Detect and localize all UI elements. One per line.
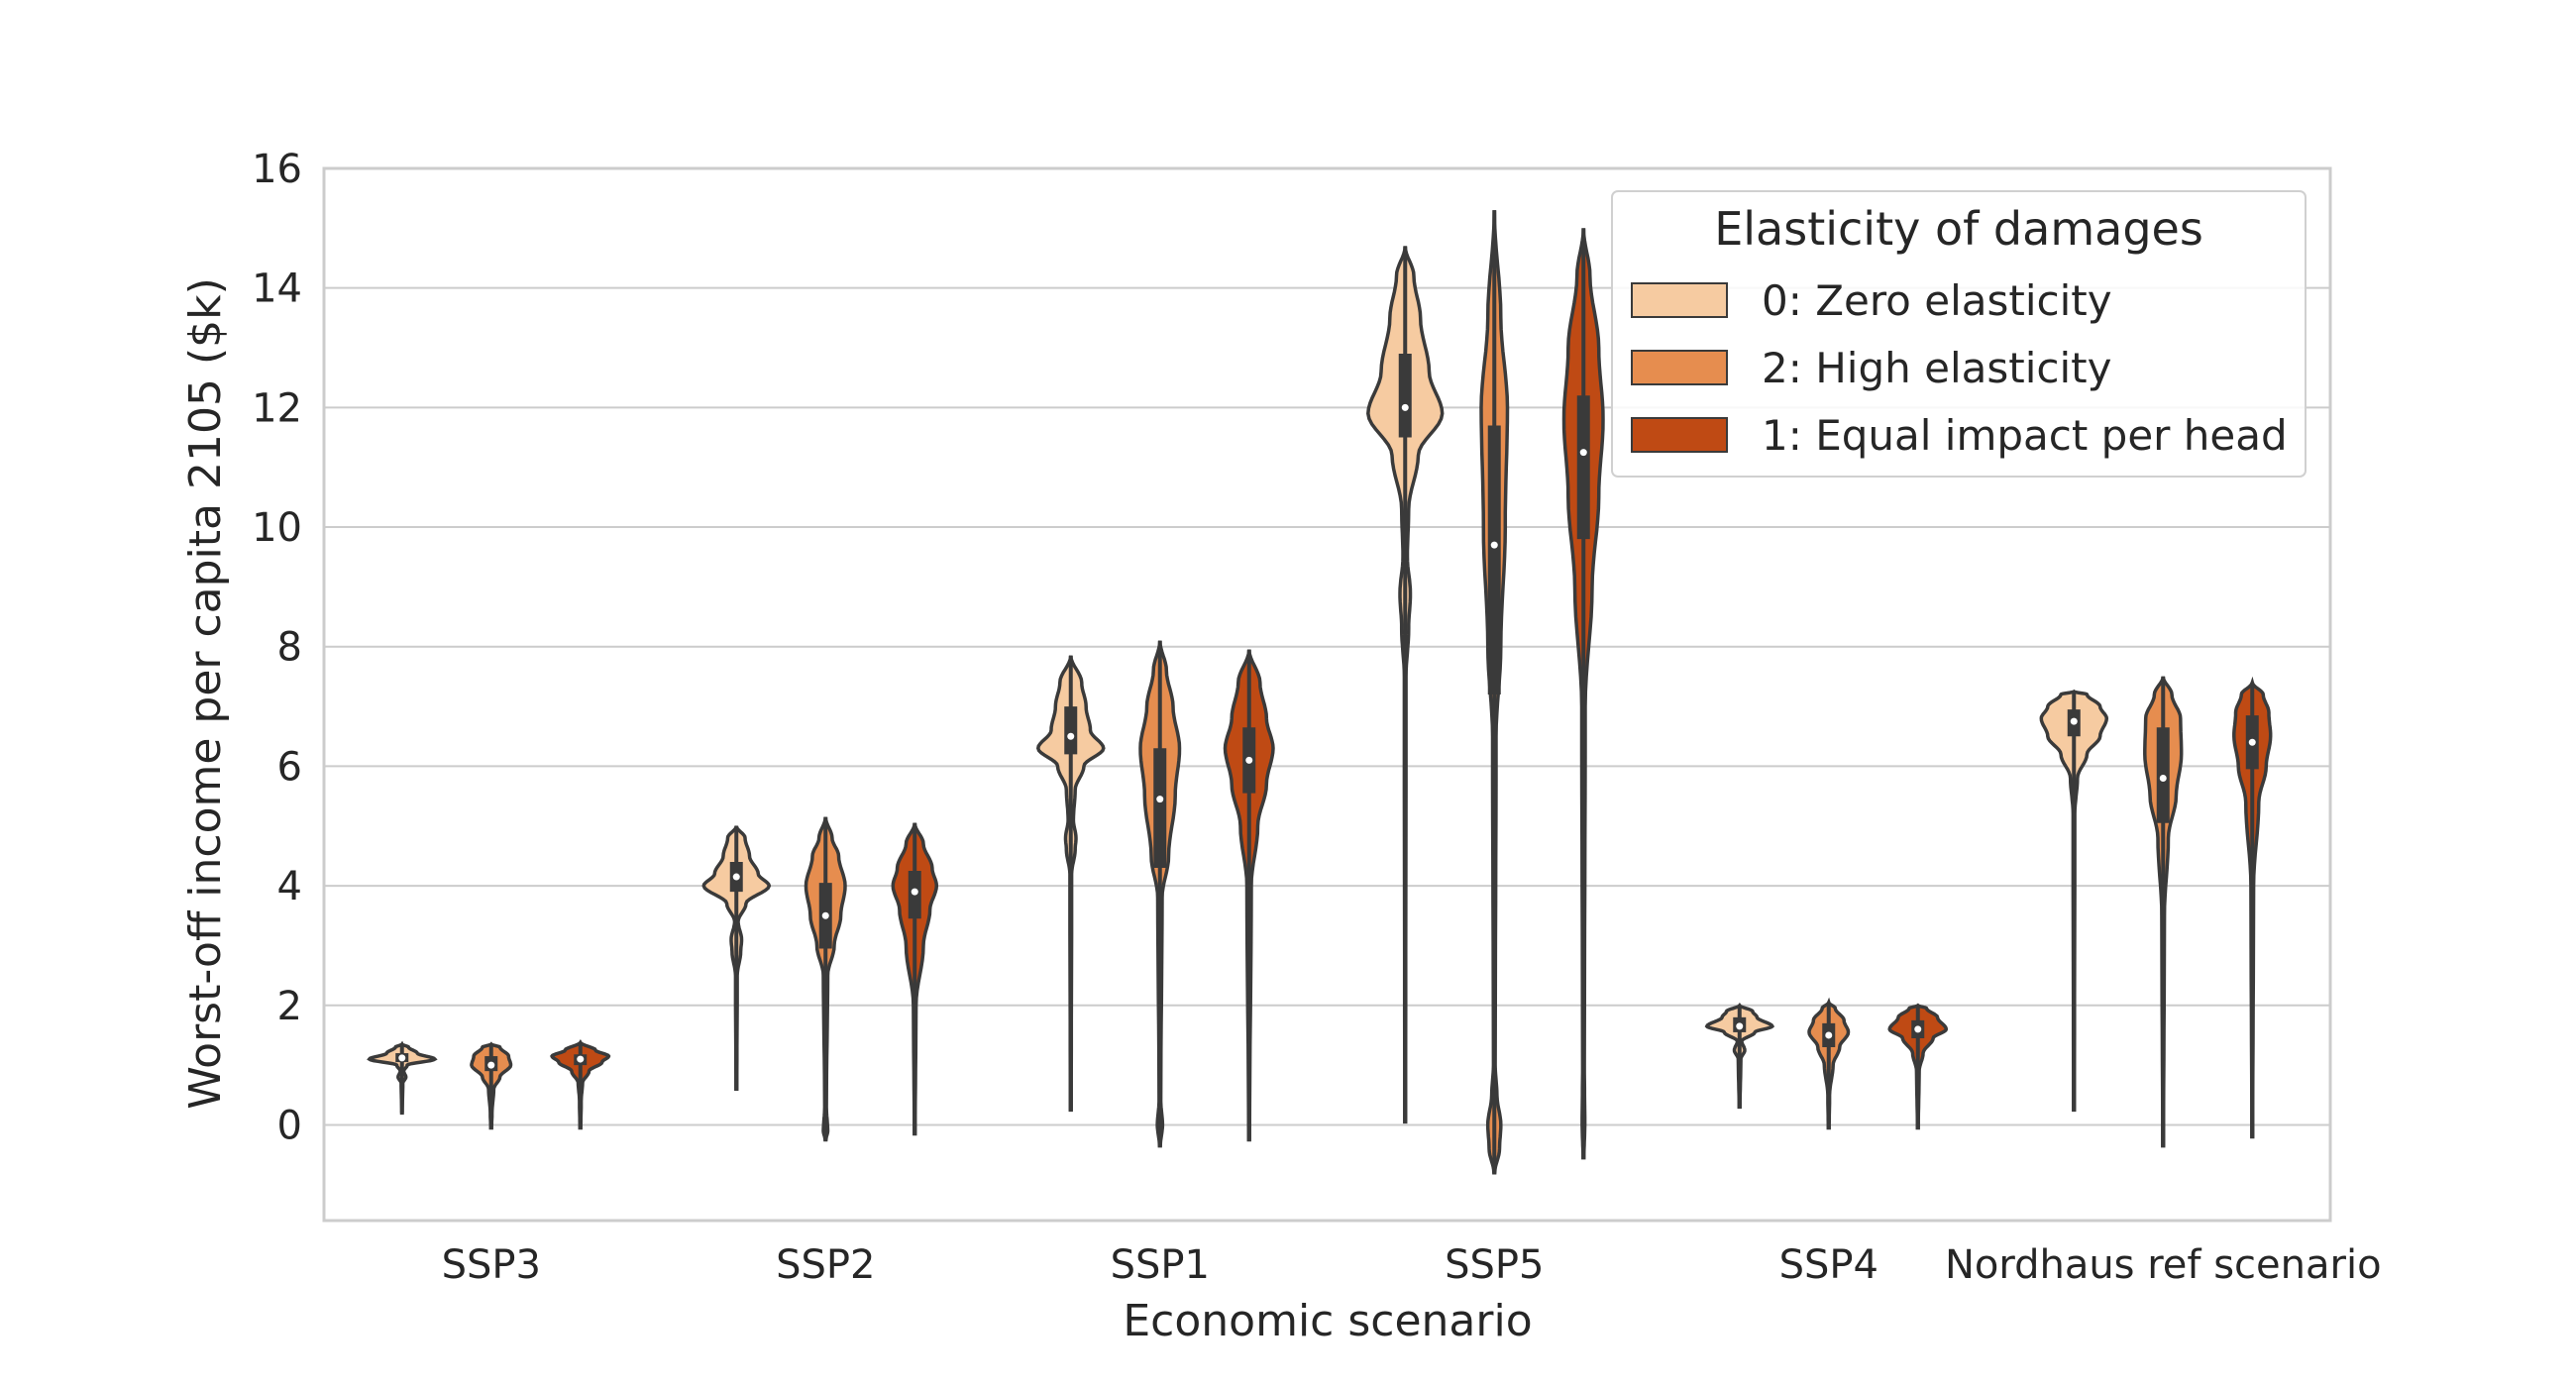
violin (1807, 997, 1851, 1130)
y-tick-label: 10 (252, 505, 302, 551)
legend-swatch (1631, 282, 1728, 318)
x-axis-title: Economic scenario (1123, 1296, 1532, 1346)
violin (701, 825, 772, 1092)
violin-median (1067, 732, 1075, 740)
legend-swatch (1631, 350, 1728, 385)
violin-median (487, 1061, 495, 1069)
y-tick-label: 16 (252, 147, 302, 192)
y-tick-label: 12 (252, 385, 302, 431)
violin-median (911, 888, 918, 896)
x-axis-ticks: SSP3 SSP2 SSP1 SSP5 SSP4 Nordhaus ref scenari… (442, 1242, 2382, 1288)
legend-box (1611, 190, 2307, 478)
violin (1366, 246, 1445, 1124)
violin-median (2159, 774, 2167, 782)
y-tick-label: 8 (277, 625, 302, 671)
y-tick-label: 6 (277, 744, 302, 790)
x-tick-label: SSP4 (1779, 1242, 1878, 1288)
violin (2232, 676, 2273, 1139)
violin (891, 822, 939, 1136)
violin-median (1245, 756, 1253, 764)
x-tick-label: Nordhaus ref scenario (1945, 1242, 2382, 1288)
y-axis-title: Worst-off income per capita 2105 ($k) (180, 277, 231, 1110)
violin-median (732, 873, 740, 881)
violin (1035, 655, 1106, 1113)
violin (2143, 676, 2184, 1148)
legend-title: Elasticity of damages (1714, 202, 2203, 256)
violin-median (1736, 1022, 1744, 1030)
legend-entries: 0: Zero elasticity 2: High elasticity 1: E… (1631, 276, 2288, 460)
violin (1561, 228, 1605, 1160)
violin-median (1156, 796, 1164, 803)
violin (1704, 1002, 1775, 1110)
violin (367, 1040, 438, 1116)
legend-label: 2: High elasticity (1762, 344, 2111, 392)
violin-median (398, 1054, 406, 1062)
violin (1479, 210, 1510, 1175)
violin-median (577, 1055, 585, 1063)
violin (804, 816, 847, 1142)
violin-median (2248, 738, 2256, 746)
violin (1138, 640, 1182, 1148)
violin (2039, 689, 2109, 1113)
x-tick-label: SSP1 (1111, 1242, 1210, 1288)
violin-median (821, 911, 829, 919)
y-tick-label: 2 (277, 984, 302, 1029)
violin-median (1579, 449, 1587, 457)
y-tick-label: 4 (277, 864, 302, 909)
violin-median (2070, 717, 2078, 725)
y-tick-label: 14 (252, 267, 302, 312)
violin-median (1825, 1031, 1833, 1039)
legend: Elasticity of damages 0: Zero elasticity… (1611, 190, 2307, 478)
x-tick-label: SSP5 (1445, 1242, 1544, 1288)
violin-median (1490, 541, 1498, 549)
y-tick-label: 0 (277, 1103, 302, 1148)
violin (470, 1041, 513, 1130)
violin (1223, 649, 1275, 1142)
violin (550, 1038, 611, 1130)
legend-label: 1: Equal impact per head (1762, 411, 2288, 460)
legend-label: 0: Zero elasticity (1762, 276, 2112, 325)
violin-median (1914, 1025, 1922, 1033)
y-axis-ticks: 0 2 4 6 8 10 12 14 16 (252, 147, 302, 1148)
x-tick-label: SSP2 (776, 1242, 875, 1288)
legend-swatch (1631, 417, 1728, 453)
violin-plot-area (367, 210, 2273, 1175)
violin-median (1401, 403, 1409, 411)
violin (1887, 1003, 1949, 1130)
plot-frame (322, 166, 2332, 1223)
x-tick-label: SSP3 (442, 1242, 541, 1288)
